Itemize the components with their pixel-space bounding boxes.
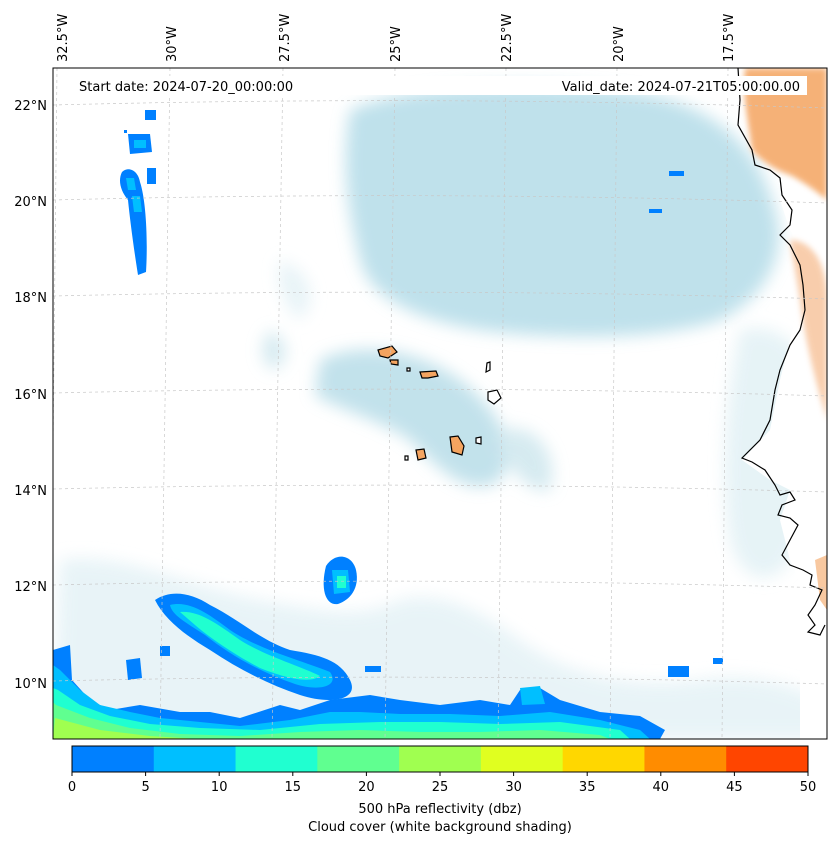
valid-date-label: Valid_date: 2024-07-21T05:00:00.00: [562, 80, 800, 95]
lat-label: 20°N: [14, 195, 47, 210]
colorbar-label-line2: Cloud cover (white background shading): [308, 820, 572, 835]
colorbar-segment: [480, 746, 564, 772]
lon-label: 32.5°W: [56, 14, 71, 62]
header-strip: [72, 76, 807, 95]
colorbar-segment: [235, 746, 318, 772]
latitude-labels: 22°N 20°N 18°N 16°N 14°N 12°N 10°N: [14, 99, 47, 692]
lat-label: 10°N: [14, 677, 47, 692]
colorbar-tick-label: 50: [800, 780, 817, 795]
colorbar-tick-label: 10: [211, 780, 228, 795]
longitude-labels: 32.5°W 30°W 27.5°W 25°W 22.5°W 20°W 17.5…: [56, 14, 737, 62]
lat-label: 16°N: [14, 388, 47, 403]
lon-label: 25°W: [389, 26, 404, 62]
colorbar-segment: [644, 746, 727, 772]
colorbar-tick-label: 45: [726, 780, 743, 795]
cape-verde-islands: [377, 345, 502, 461]
lat-label: 22°N: [14, 99, 47, 114]
colorbar-frame: [71, 745, 809, 773]
colorbar-segment: [562, 746, 645, 772]
lat-label: 14°N: [14, 484, 47, 499]
africa-coastline: [737, 68, 826, 636]
colorbar: 0 5 10 15 20 25 30 35 40 45 50: [68, 746, 816, 795]
colorbar-tick-label: 0: [68, 780, 76, 795]
start-date-label: Start date: 2024-07-20_00:00:00: [79, 80, 293, 95]
reflectivity-layer: [53, 110, 723, 739]
colorbar-segment: [72, 746, 155, 772]
colorbar-tick-label: 35: [579, 780, 596, 795]
lat-label: 12°N: [14, 580, 47, 595]
lon-label: 17.5°W: [722, 14, 737, 62]
colorbar-tick-label: 30: [505, 780, 522, 795]
colorbar-segment: [399, 746, 482, 772]
lon-label: 27.5°W: [278, 14, 293, 62]
graticule: [53, 68, 827, 739]
colorbar-tick-label: 20: [358, 780, 375, 795]
colorbar-tick-label: 15: [285, 780, 302, 795]
colorbar-tick-label: 40: [653, 780, 670, 795]
colorbar-segment: [317, 746, 400, 772]
lat-label: 18°N: [14, 291, 47, 306]
colorbar-label-line1: 500 hPa reflectivity (dbz): [358, 802, 521, 817]
colorbar-segment: [726, 746, 809, 772]
colorbar-tick-label: 25: [432, 780, 449, 795]
lon-label: 22.5°W: [500, 14, 515, 62]
colorbar-segment: [153, 746, 237, 772]
colorbar-tick-label: 5: [141, 780, 149, 795]
lon-label: 20°W: [612, 26, 627, 62]
map-border: [52, 67, 828, 740]
lon-label: 30°W: [165, 26, 180, 62]
